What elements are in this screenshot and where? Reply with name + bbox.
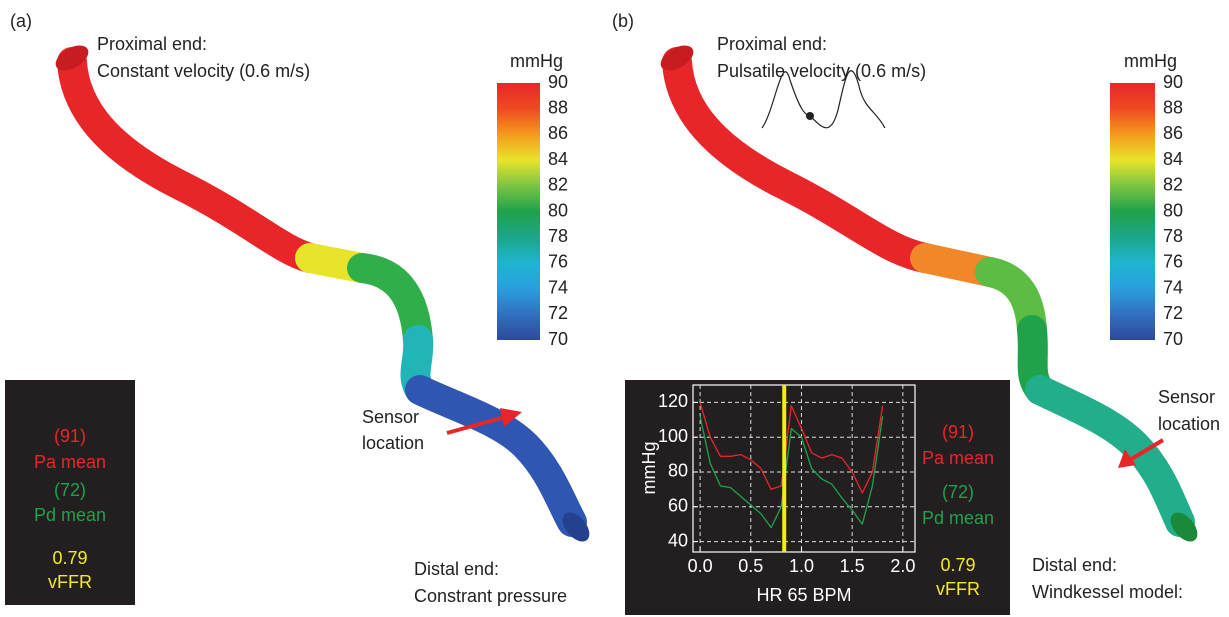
sensor-label: Sensor bbox=[362, 407, 419, 427]
distal-title: Distal end: bbox=[1032, 555, 1117, 575]
sensor-label: location bbox=[1158, 414, 1220, 434]
distal-title: Distal end: bbox=[414, 559, 499, 579]
waveform-sketch bbox=[761, 70, 886, 129]
x-axis-label: HR 65 BPM bbox=[756, 585, 851, 605]
colorbar-tick-label: 82 bbox=[1163, 175, 1183, 195]
colorbar-tick-label: 80 bbox=[1163, 200, 1183, 220]
sensor-label: Sensor bbox=[1158, 387, 1215, 407]
colorbar-title: mmHg bbox=[510, 51, 563, 71]
distal-text: Windkessel model: bbox=[1032, 582, 1183, 602]
pd-label: Pd mean bbox=[922, 508, 994, 528]
vffr-label: vFFR bbox=[936, 579, 980, 599]
colorbar-tick-label: 86 bbox=[548, 123, 568, 143]
colorbar-tick-label: 90 bbox=[1163, 72, 1183, 92]
readout-a: (91) Pa mean (72) Pd mean 0.79 vFFR bbox=[34, 426, 106, 592]
colorbar-tick-label: 70 bbox=[1163, 329, 1183, 349]
pa-label: Pa mean bbox=[34, 452, 106, 472]
y-axis-label: mmHg bbox=[639, 442, 659, 495]
x-tick-label: 1.5 bbox=[840, 556, 865, 576]
colorbar-tick-label: 72 bbox=[548, 303, 568, 323]
colorbar-tick-label: 78 bbox=[1163, 226, 1183, 246]
colorbar-tick-label: 88 bbox=[1163, 97, 1183, 117]
x-tick-label: 0.5 bbox=[738, 556, 763, 576]
colorbar-tick-label: 74 bbox=[1163, 277, 1183, 297]
colorbar-tick-label: 84 bbox=[548, 149, 568, 169]
colorbar-tick-label: 74 bbox=[548, 277, 568, 297]
pa-label: Pa mean bbox=[922, 448, 994, 468]
pa-value: (91) bbox=[54, 426, 86, 446]
plot-frame bbox=[692, 384, 916, 553]
panel-label: (b) bbox=[612, 11, 634, 31]
colorbar-scale bbox=[1110, 83, 1155, 340]
vessel-a bbox=[55, 45, 590, 542]
series-line bbox=[699, 402, 884, 494]
x-tick-label: 2.0 bbox=[890, 556, 915, 576]
colorbar-tick-label: 76 bbox=[548, 252, 568, 272]
pa-value: (91) bbox=[942, 422, 974, 442]
readout-box bbox=[5, 380, 135, 605]
readout-box bbox=[625, 380, 1010, 615]
pressure-chart: mmHg HR 65 BPM 40 60 80 100 120 0.0 0.5 1.0 1.5 2… bbox=[639, 384, 916, 605]
y-tick-label: 80 bbox=[668, 461, 688, 481]
x-tick-label: 0.0 bbox=[688, 556, 713, 576]
proximal-title: Proximal end: bbox=[97, 34, 207, 54]
colorbar-scale bbox=[497, 83, 540, 340]
sensor-arrow bbox=[446, 408, 1165, 468]
pd-label: Pd mean bbox=[34, 505, 106, 525]
proximal-text: Constant velocity (0.6 m/s) bbox=[97, 61, 310, 81]
colorbar-tick-label: 90 bbox=[548, 72, 568, 92]
vffr-label: vFFR bbox=[48, 572, 92, 592]
colorbar-title: mmHg bbox=[1124, 51, 1177, 71]
vffr-value: 0.79 bbox=[940, 555, 975, 575]
y-tick-label: 120 bbox=[658, 391, 688, 411]
distal-text: Constrant pressure bbox=[414, 586, 567, 606]
colorbar-tick-label: 84 bbox=[1163, 149, 1183, 169]
vffr-value: 0.79 bbox=[52, 548, 87, 568]
colorbar-tick-label: 88 bbox=[548, 97, 568, 117]
colorbar-tick-label: 86 bbox=[1163, 123, 1183, 143]
proximal-title: Proximal end: bbox=[717, 34, 827, 54]
proximal-text: Pulsatile velocity (0.6 m/s) bbox=[717, 61, 926, 81]
pd-value: (72) bbox=[942, 482, 974, 502]
waveform-dot bbox=[806, 112, 814, 120]
pd-value: (72) bbox=[54, 480, 86, 500]
colorbar-tick-label: 76 bbox=[1163, 252, 1183, 272]
y-tick-label: 100 bbox=[658, 426, 688, 446]
colorbar-tick-label: 80 bbox=[548, 200, 568, 220]
x-tick-label: 1.0 bbox=[789, 556, 814, 576]
y-tick-label: 40 bbox=[668, 530, 688, 550]
series-line bbox=[699, 416, 884, 529]
y-tick-label: 60 bbox=[668, 496, 688, 516]
vessel-b bbox=[660, 45, 1198, 542]
panel-label: (a) bbox=[10, 11, 32, 31]
readout-b: (91) Pa mean (72) Pd mean 0.79 vFFR bbox=[922, 422, 994, 599]
colorbar-tick-label: 78 bbox=[548, 226, 568, 246]
colorbar-tick-label: 82 bbox=[548, 175, 568, 195]
colorbar-tick-label: 72 bbox=[1163, 303, 1183, 323]
sensor-label: location bbox=[362, 433, 424, 453]
colorbar-tick-label: 70 bbox=[548, 329, 568, 349]
